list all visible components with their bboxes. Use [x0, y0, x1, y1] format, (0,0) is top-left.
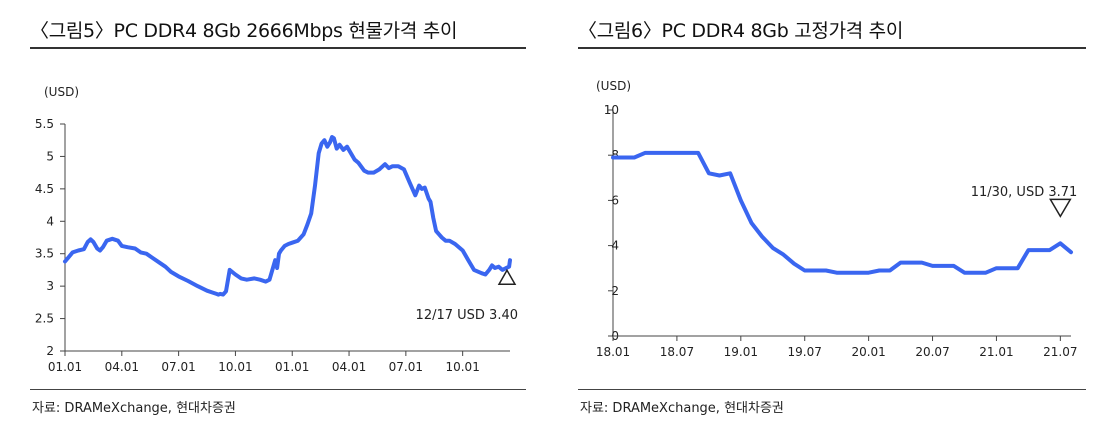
y-axis-unit-label: (USD) — [596, 79, 631, 93]
spot-price-line-chart: (USD) 5.5 5 4.5 4 3.5 3 2.5 2 01.01 04.01 07.01 10.0… — [35, 85, 518, 374]
x-tick-label: 04.01 — [332, 360, 366, 374]
x-tick-label: 07.01 — [389, 360, 423, 374]
y-axis-unit-label: (USD) — [44, 85, 79, 99]
y-tick-label: 2 — [611, 284, 619, 298]
x-tick-label: 01.01 — [48, 360, 82, 374]
y-tick-label: 4 — [611, 239, 619, 253]
annotation-label: 11/30, USD 3.71 — [971, 185, 1078, 200]
y-tick-label: 2.5 — [35, 312, 54, 326]
y-tick-label: 10 — [604, 103, 619, 117]
annotation-label: 12/17 USD 3.40 — [416, 308, 518, 323]
x-tick-label: 21.01 — [979, 345, 1013, 359]
annotation-marker — [497, 268, 517, 285]
x-tick-label: 21.07 — [1043, 345, 1077, 359]
x-tick-label: 07.01 — [161, 360, 195, 374]
title-divider — [30, 47, 526, 49]
chart-title-spot-price: 〈그림5〉PC DDR4 8Gb 2666Mbps 현물가격 추이 — [30, 20, 458, 42]
y-tick-label: 4.5 — [35, 182, 54, 196]
y-tick-label: 2 — [46, 344, 54, 358]
x-tick-label: 04.01 — [105, 360, 139, 374]
x-tick-label: 20.07 — [915, 345, 949, 359]
x-tick-label: 18.07 — [660, 345, 694, 359]
x-tick-label: 01.01 — [275, 360, 309, 374]
x-tick-label: 18.01 — [596, 345, 630, 359]
annotation-marker — [1049, 198, 1072, 218]
y-tick-label: 8 — [611, 148, 619, 162]
series-line — [611, 150, 1073, 275]
chart-panel-spot-price: 〈그림5〉PC DDR4 8Gb 2666Mbps 현물가격 추이 (USD) 5… — [0, 0, 534, 433]
x-tick-label: 20.01 — [851, 345, 885, 359]
source-note-spot: 자료: DRAMeXchange, 현대차증권 — [32, 401, 236, 416]
y-tick-label: 5 — [46, 149, 54, 163]
chart-title-contract-price: 〈그림6〉PC DDR4 8Gb 고정가격 추이 — [578, 20, 904, 42]
x-tick-label: 19.01 — [724, 345, 758, 359]
source-note-contract: 자료: DRAMeXchange, 현대차증권 — [580, 401, 784, 416]
series-line — [63, 135, 512, 297]
source-divider — [30, 389, 526, 390]
y-tick-label: 3.5 — [35, 247, 54, 261]
source-divider — [578, 389, 1086, 390]
y-tick-label: 5.5 — [35, 117, 54, 131]
y-tick-label: 4 — [46, 214, 54, 228]
x-tick-label: 10.01 — [218, 360, 252, 374]
chart-panel-contract-price: 〈그림6〉PC DDR4 8Gb 고정가격 추이 (USD) 10 8 6 4 2 0 18.… — [566, 0, 1110, 433]
title-divider — [578, 47, 1086, 49]
y-tick-label: 6 — [611, 193, 619, 207]
x-tick-label: 10.01 — [445, 360, 479, 374]
y-tick-label: 3 — [46, 279, 54, 293]
x-tick-label: 19.07 — [788, 345, 822, 359]
